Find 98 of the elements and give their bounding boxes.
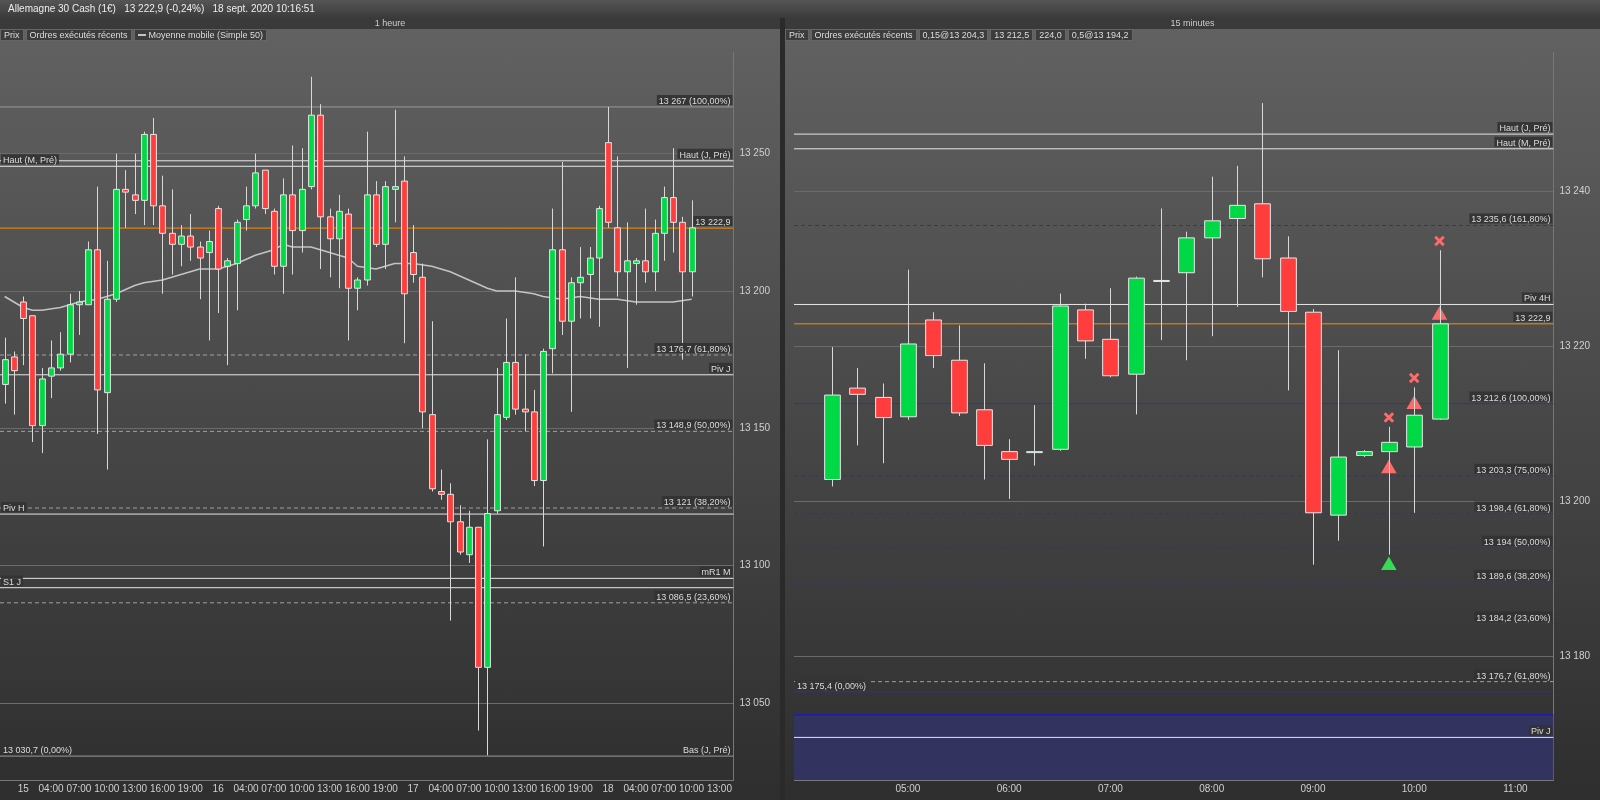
y-tick-label: 13 100	[739, 559, 771, 571]
ref-line-label: Haut (M, Pré)	[3, 155, 58, 166]
ref-line-label: Haut (M, Pré)	[1496, 137, 1551, 148]
y-tick-label: 13 200	[739, 284, 771, 296]
candlestick	[1001, 438, 1018, 500]
text: 224,0	[1035, 29, 1066, 41]
candlestick	[280, 177, 287, 295]
x-tick-label: 13:00	[317, 782, 343, 794]
ref-line-label: 13 222,9	[1515, 312, 1551, 323]
x-tick-label: 07:00	[66, 782, 92, 794]
x-tick-label: 15	[17, 782, 30, 794]
ref-line-label: 13 235,6 (161,80%)	[1471, 214, 1551, 225]
chart-subtitle: 1 heure	[0, 18, 780, 29]
y-tick-label: 13 150	[739, 422, 771, 434]
x-tick-label: 13:00	[706, 782, 733, 794]
x-tick-label: 04:00	[233, 782, 259, 794]
ref-line-label: 13 184,2 (23,60%)	[1476, 612, 1551, 623]
ref-line-label: 13 176,7 (61,80%)	[1476, 670, 1551, 681]
x-tick-label: 17	[407, 782, 420, 794]
ref-line-label: 13 121 (38,20%)	[663, 497, 731, 508]
annotation: 13 030,7 (0,00%)	[3, 745, 73, 756]
x-tick-label: 13:00	[122, 782, 148, 794]
x-tick-label: 09:00	[1300, 782, 1326, 794]
text: 13 212,5	[990, 29, 1034, 41]
ref-line-label: 13 198,4 (61,80%)	[1476, 502, 1551, 513]
ref-line-label: 13 212,6 (100,00%)	[1471, 392, 1551, 403]
text: Ordres exécutés récents	[810, 29, 917, 41]
x-tick-label: 10:00	[289, 782, 315, 794]
text: Ordres exécutés récents	[25, 29, 132, 41]
y-tick-label: 13 050	[739, 696, 771, 708]
x-tick-label: 05:00	[895, 782, 921, 794]
y-tick-label: 13 220	[1559, 340, 1591, 352]
candlestick	[875, 382, 892, 464]
point	[1408, 372, 1420, 384]
x-tick-label: 08:00	[1199, 782, 1225, 794]
x-tick-label: 07:00	[261, 782, 287, 794]
x-tick-label: 16	[212, 782, 225, 794]
x-tick-label: 19:00	[177, 782, 204, 794]
text: 0,5@13 194,2	[1067, 29, 1133, 41]
ref-line-label: Piv J	[710, 363, 731, 374]
x-tick-label: 04:00	[428, 782, 454, 794]
ref-line-label: Piv J	[1530, 726, 1551, 737]
x-tick-label: 04:00	[623, 782, 649, 794]
point	[1382, 557, 1396, 570]
x-tick-label: 16:00	[539, 782, 566, 794]
x-tick-label: 10:00	[94, 782, 120, 794]
candlestick	[410, 224, 417, 284]
ref-line-label: Haut (J, Pré)	[1499, 123, 1551, 134]
point	[1433, 235, 1446, 247]
x-tick-label: 18	[602, 782, 615, 794]
ref-line-label: 13 086,5 (23,60%)	[656, 591, 731, 602]
candlestick	[159, 175, 166, 295]
x-tick-label: 10:00	[484, 782, 510, 794]
x-tick-label: 16:00	[149, 782, 176, 794]
ref-line-label: 13 148,9 (50,00%)	[656, 420, 731, 431]
candlestick	[1406, 386, 1423, 514]
candlestick	[1305, 308, 1322, 566]
ref-line-label: Haut (J, Pré)	[679, 149, 731, 160]
x-tick-label: 10:00	[679, 782, 705, 794]
y-tick-label: 13 250	[739, 147, 771, 159]
legend-label: Moyenne mobile (Simple 50)	[148, 29, 264, 41]
x-tick-label: 07:00	[456, 782, 482, 794]
candlestick	[382, 180, 389, 270]
ref-line-label: 13 194 (50,00%)	[1483, 536, 1551, 547]
text: Prix	[0, 29, 24, 41]
candlestick	[438, 469, 445, 501]
x-tick-label: 10:00	[1401, 782, 1428, 794]
x-tick-label: 07:00	[651, 782, 677, 794]
candlestick	[661, 186, 668, 262]
candlestick	[976, 362, 993, 481]
ref-line-label: 13 267 (100,00%)	[658, 95, 731, 106]
text: 0,15@13 204,3	[918, 29, 989, 41]
ref-line-label: S1 J	[3, 576, 22, 587]
text: Prix	[785, 29, 809, 41]
x-tick-label: 06:00	[996, 782, 1023, 794]
ref-line-label: 13 175,4 (0,00%)	[797, 680, 867, 691]
x-tick-label: 11:00	[1503, 782, 1529, 794]
x-tick-label: 19:00	[372, 782, 399, 794]
ref-line-label: Bas (J, Pré)	[682, 745, 731, 756]
x-tick-label: 04:00	[38, 782, 65, 794]
ref-line-label: Piv H	[3, 503, 25, 514]
y-tick-label: 13 200	[1559, 494, 1591, 506]
ref-line-label: Piv 4H	[1523, 293, 1551, 304]
y-tick-label: 13 180	[1559, 649, 1591, 661]
point	[1383, 411, 1395, 424]
ref-line-label: 13 189,6 (38,20%)	[1476, 570, 1551, 581]
ref-line-label: 13 203,3 (75,00%)	[1476, 464, 1551, 475]
x-tick-label: 13:00	[512, 782, 538, 794]
chart-title: Allemagne 30 Cash (1€) 13 222,9 (-0,24%) 18 sept. 2020 10:16:51	[0, 0, 1600, 18]
ref-line-label: mR1 M	[701, 567, 731, 578]
x-tick-label: 19:00	[567, 782, 594, 794]
x-tick-label: 07:00	[1097, 782, 1124, 794]
y-tick-label: 13 240	[1559, 185, 1591, 197]
x-tick-label: 16:00	[344, 782, 371, 794]
candlestick	[1330, 349, 1347, 542]
ref-line-label: 13 176,7 (61,80%)	[656, 344, 731, 354]
chart-subtitle: 15 minutes	[785, 18, 1600, 29]
ref-line-label: 13 222,9	[695, 217, 731, 228]
